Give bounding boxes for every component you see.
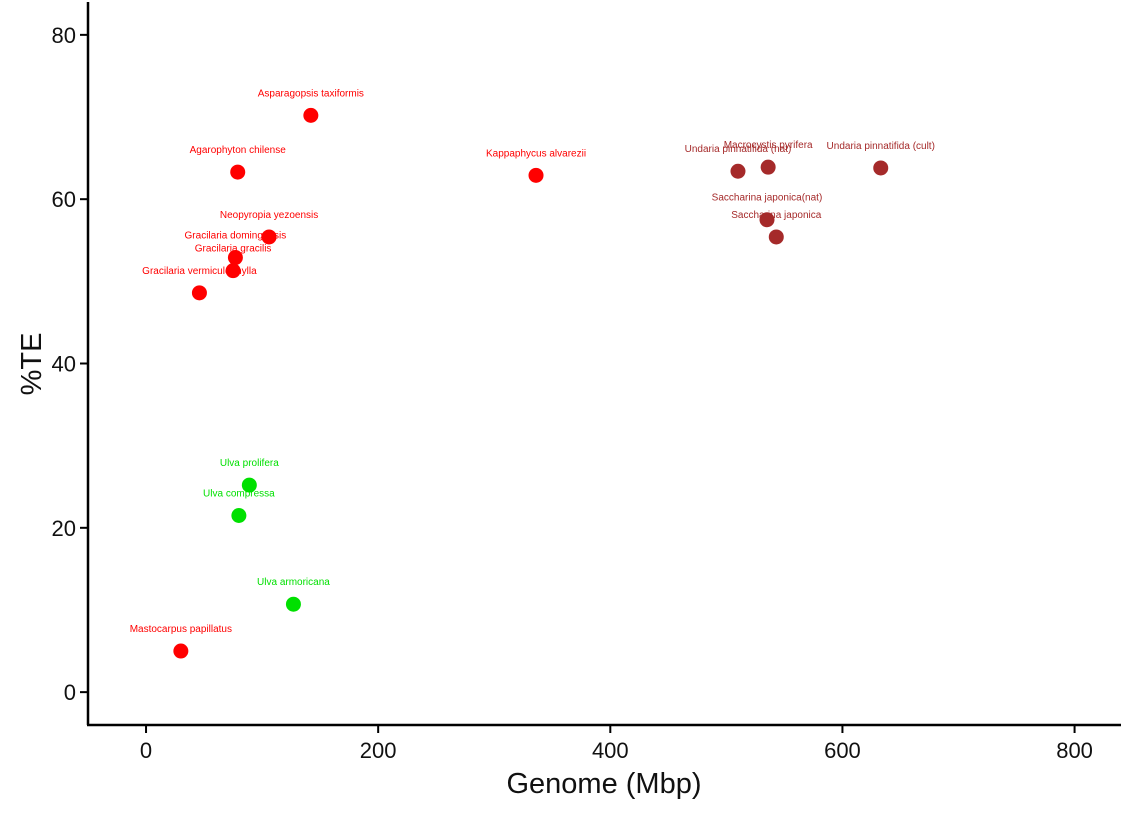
y-tick-label: 60	[52, 187, 76, 212]
data-point	[873, 160, 889, 176]
y-tick-label: 80	[52, 23, 76, 48]
data-label: Neopyropia yezoensis	[220, 210, 318, 221]
data-point	[730, 163, 746, 179]
data-point	[768, 229, 784, 245]
data-point	[191, 285, 207, 301]
x-tick-label: 800	[1056, 738, 1093, 763]
data-label: Kappaphycus alvarezii	[486, 148, 586, 159]
data-label: Saccharina japonica	[731, 210, 821, 221]
data-points	[173, 107, 889, 659]
data-point	[227, 250, 243, 266]
data-label: Mastocarpus papillatus	[130, 624, 232, 635]
y-axis-title: %TE	[16, 333, 48, 396]
x-ticks: 0 200 400 600 800	[140, 725, 1093, 763]
data-label: Ulva compressa	[203, 488, 275, 499]
data-label: Agarophyton chilense	[190, 145, 287, 156]
data-label: Undaria pinnatifida (nat)	[685, 144, 792, 155]
y-tick-label: 0	[64, 680, 76, 705]
x-tick-label: 200	[360, 738, 397, 763]
data-point	[303, 107, 319, 123]
data-point	[759, 212, 775, 228]
data-point	[230, 164, 246, 180]
data-point	[528, 167, 544, 183]
data-label: Saccharina japonica(nat)	[712, 193, 823, 204]
data-point	[285, 596, 301, 612]
x-tick-label: 0	[140, 738, 152, 763]
data-label: Ulva armoricana	[257, 577, 330, 588]
data-point	[760, 159, 776, 175]
y-ticks: 0 20 40 60 80	[52, 23, 88, 705]
data-label: Gracilaria vermiculophylla	[142, 266, 257, 277]
y-tick-label: 40	[52, 352, 76, 377]
axes	[86, 2, 1121, 727]
data-point	[231, 507, 247, 523]
data-label: Macrocystis pyrifera	[724, 140, 813, 151]
data-label: Undaria pinnatifida (cult)	[827, 141, 935, 152]
data-point	[241, 477, 257, 493]
y-tick-label: 20	[52, 516, 76, 541]
data-point	[261, 229, 277, 245]
data-label: Gracilaria domingensis	[185, 231, 287, 242]
x-tick-label: 400	[592, 738, 629, 763]
x-tick-label: 600	[824, 738, 861, 763]
point-labels: Asparagopsis taxiformis Agarophyton chile…	[130, 88, 935, 635]
data-label: Gracilaria gracilis	[195, 244, 272, 255]
x-axis-title: Genome (Mbp)	[506, 768, 701, 800]
data-label: Ulva prolifera	[220, 458, 279, 469]
data-point	[173, 643, 189, 659]
data-label: Asparagopsis taxiformis	[258, 88, 364, 99]
data-point	[225, 263, 241, 279]
